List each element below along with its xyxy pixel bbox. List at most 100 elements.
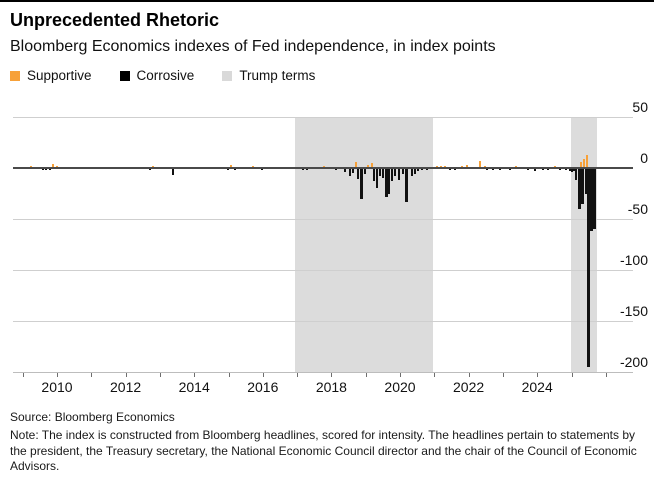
legend-swatch bbox=[222, 70, 233, 81]
x-axis-tick-2023 bbox=[502, 373, 504, 377]
corrosive-bar bbox=[577, 168, 581, 209]
corrosive-bar bbox=[334, 168, 337, 171]
legend-label: Supportive bbox=[27, 68, 92, 83]
x-axis-tick-2022 bbox=[468, 373, 470, 377]
corrosive-bar bbox=[261, 168, 264, 171]
x-axis-tick-2021 bbox=[434, 373, 436, 377]
shaded-region-1 bbox=[295, 117, 433, 372]
x-axis-line bbox=[13, 372, 633, 373]
corrosive-bar bbox=[41, 168, 44, 171]
legend-item-corrosive: Corrosive bbox=[119, 68, 195, 83]
corrosive-bar bbox=[593, 168, 597, 230]
x-axis-tick-2020 bbox=[400, 373, 401, 377]
y-axis-label--200: -200 bbox=[619, 354, 648, 370]
x-axis-tick-2019 bbox=[365, 373, 367, 377]
corrosive-bar bbox=[45, 168, 48, 171]
corrosive-bar bbox=[591, 168, 595, 214]
corrosive-bar bbox=[449, 168, 452, 171]
corrosive-bar bbox=[542, 168, 545, 171]
corrosive-bar bbox=[580, 168, 584, 204]
x-axis-label-2024: 2024 bbox=[521, 379, 553, 395]
corrosive-bar bbox=[572, 168, 575, 172]
y-axis-label--50: -50 bbox=[627, 201, 648, 217]
x-axis-tick-2014 bbox=[194, 373, 196, 377]
x-axis-tick-2026 bbox=[605, 373, 607, 377]
x-axis-tick-2012 bbox=[125, 373, 127, 377]
supportive-bar bbox=[582, 158, 585, 168]
corrosive-bar bbox=[416, 168, 419, 172]
x-axis-tick-2010 bbox=[57, 373, 58, 377]
corrosive-bar bbox=[393, 168, 396, 177]
y-axis-label--100: -100 bbox=[619, 252, 648, 268]
x-axis-tick-2016 bbox=[262, 373, 264, 377]
x-axis-tick-2018 bbox=[331, 373, 333, 377]
chart-subtitle: Bloomberg Economics indexes of Fed indep… bbox=[10, 38, 496, 55]
supportive-bar bbox=[585, 154, 588, 168]
corrosive-bar bbox=[348, 168, 351, 177]
x-axis-label-2012: 2012 bbox=[110, 379, 142, 395]
supportive-bar bbox=[56, 165, 58, 168]
corrosive-bar bbox=[526, 168, 529, 171]
supportive-bar bbox=[514, 165, 517, 168]
corrosive-bar bbox=[388, 168, 391, 194]
supportive-bar bbox=[367, 164, 370, 168]
x-axis-tick-2024 bbox=[537, 373, 539, 377]
supportive-bar bbox=[465, 164, 468, 168]
corrosive-bar bbox=[546, 168, 549, 171]
corrosive-bar bbox=[379, 168, 382, 177]
corrosive-bar bbox=[227, 168, 230, 171]
x-axis-tick-2013 bbox=[159, 373, 161, 377]
supportive-bar bbox=[478, 160, 481, 168]
legend-swatch bbox=[119, 70, 130, 81]
supportive-bar bbox=[355, 161, 358, 168]
zero-line bbox=[13, 167, 633, 169]
x-axis-label-2018: 2018 bbox=[315, 379, 347, 395]
x-axis-label-2016: 2016 bbox=[247, 379, 279, 395]
supportive-bar bbox=[29, 165, 32, 168]
x-axis-tick-2025 bbox=[571, 373, 573, 377]
corrosive-bar bbox=[569, 168, 572, 172]
corrosive-bar bbox=[402, 168, 405, 175]
corrosive-bar bbox=[414, 168, 417, 175]
corrosive-bar bbox=[486, 168, 489, 171]
x-axis-tick-2015 bbox=[228, 373, 230, 377]
supportive-bar bbox=[444, 165, 447, 168]
corrosive-bar bbox=[234, 168, 237, 171]
corrosive-bar bbox=[360, 168, 364, 199]
corrosive-bar bbox=[171, 168, 174, 176]
corrosive-bar bbox=[352, 168, 354, 174]
corrosive-bar bbox=[426, 168, 429, 171]
footer: Source: Bloomberg Economics Note: The in… bbox=[10, 410, 650, 475]
source-text: Source: Bloomberg Economics bbox=[10, 410, 175, 424]
corrosive-bar bbox=[574, 168, 577, 181]
corrosive-bar bbox=[534, 168, 537, 172]
corrosive-bar bbox=[357, 168, 360, 180]
corrosive-bar bbox=[499, 168, 502, 171]
top-border bbox=[0, 0, 654, 2]
supportive-bar bbox=[229, 164, 232, 168]
y-axis-label-50: 50 bbox=[632, 99, 648, 115]
x-axis-label-2022: 2022 bbox=[453, 379, 485, 395]
y-axis-label--150: -150 bbox=[619, 303, 648, 319]
corrosive-bar bbox=[49, 168, 52, 171]
legend-label: Corrosive bbox=[136, 68, 195, 83]
corrosive-bar bbox=[589, 168, 593, 232]
legend-item-supportive: Supportive bbox=[10, 68, 92, 83]
corrosive-bar bbox=[405, 168, 409, 202]
gridline--150 bbox=[13, 321, 633, 322]
x-axis-label-2020: 2020 bbox=[384, 379, 416, 395]
legend: Supportive Corrosive Trump terms bbox=[10, 68, 315, 83]
supportive-bar bbox=[579, 161, 582, 168]
y-axis-label-0: 0 bbox=[640, 150, 648, 166]
corrosive-bar bbox=[420, 168, 423, 171]
corrosive-bar bbox=[587, 168, 591, 367]
x-axis-label-2010: 2010 bbox=[41, 379, 73, 395]
gridline--100 bbox=[13, 270, 633, 271]
legend-item-trump-terms: Trump terms bbox=[222, 68, 315, 83]
corrosive-bar bbox=[301, 168, 304, 171]
gridline--50 bbox=[13, 219, 633, 220]
corrosive-bar bbox=[509, 168, 512, 171]
supportive-bar bbox=[554, 165, 557, 168]
legend-label: Trump terms bbox=[239, 68, 316, 83]
